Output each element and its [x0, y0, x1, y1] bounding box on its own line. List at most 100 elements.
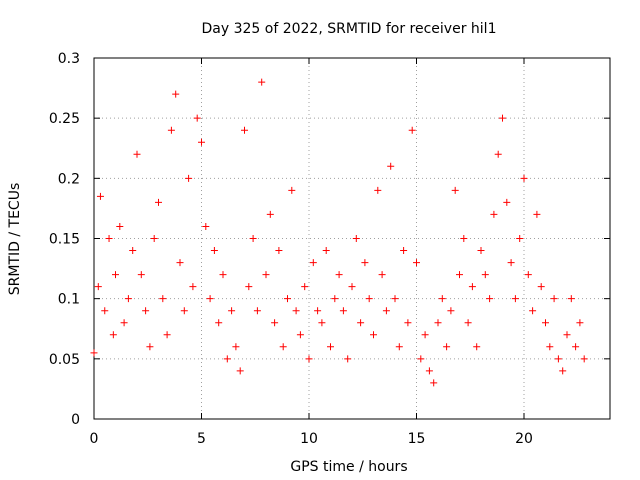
data-point [249, 235, 257, 242]
data-point [101, 307, 109, 315]
data-point [163, 331, 171, 339]
data-point [387, 162, 395, 170]
data-point [481, 271, 489, 279]
data-points [90, 78, 588, 387]
data-point [322, 247, 330, 255]
x-tick-label: 10 [300, 431, 318, 447]
data-point [288, 186, 296, 194]
y-tick-label: 0.25 [49, 111, 80, 127]
data-point [279, 343, 287, 351]
data-point [275, 247, 283, 255]
data-point [258, 78, 266, 86]
data-point [365, 295, 373, 303]
x-tick-label: 20 [515, 431, 533, 447]
data-point [180, 307, 188, 315]
y-tick-label: 0.15 [49, 232, 80, 248]
data-point [400, 247, 408, 255]
data-point [580, 355, 588, 363]
data-point [112, 271, 119, 279]
data-point [219, 271, 227, 279]
data-point [520, 174, 528, 182]
data-point [206, 295, 214, 303]
y-tick-label: 0.3 [58, 51, 80, 67]
y-tick-label: 0.2 [58, 171, 80, 187]
data-point [296, 331, 304, 339]
data-point [314, 307, 322, 315]
data-point [271, 319, 279, 327]
data-point [417, 355, 425, 363]
data-point [155, 198, 162, 206]
data-point [511, 295, 519, 303]
data-point [456, 271, 463, 279]
data-point [391, 295, 399, 303]
data-point [537, 283, 545, 291]
data-point [185, 174, 193, 182]
data-point [550, 295, 558, 303]
data-point [395, 343, 403, 351]
data-point [572, 343, 580, 351]
data-point [524, 271, 532, 279]
data-point [533, 210, 541, 218]
data-point [198, 138, 205, 146]
data-point [348, 283, 356, 291]
data-point [305, 355, 313, 363]
data-point [425, 367, 433, 375]
data-point [413, 259, 420, 267]
data-point [473, 343, 481, 351]
data-point [142, 307, 150, 315]
chart-title: Day 325 of 2022, SRMTID for receiver hil… [202, 21, 497, 37]
data-point [331, 295, 339, 303]
data-point [447, 307, 455, 315]
data-point [228, 307, 236, 315]
grid-lines [94, 58, 610, 419]
data-point [404, 319, 412, 327]
data-point [232, 343, 240, 351]
data-point [374, 186, 382, 194]
data-point [210, 247, 218, 255]
data-point [408, 126, 416, 134]
data-point [284, 295, 291, 303]
data-point [503, 198, 511, 206]
data-point [133, 150, 141, 158]
y-axis-title: SRMTID / TECUs [7, 183, 23, 296]
data-point [563, 331, 571, 339]
data-point [507, 259, 515, 267]
data-point [339, 307, 347, 315]
data-point [159, 295, 167, 303]
data-point [241, 126, 248, 134]
data-point [129, 247, 137, 255]
data-point [361, 259, 369, 267]
data-point [477, 247, 485, 255]
data-point [529, 307, 537, 315]
y-tick-label: 0 [71, 412, 80, 428]
data-point [443, 343, 451, 351]
data-point [434, 319, 442, 327]
data-point [215, 319, 223, 327]
data-point [554, 355, 562, 363]
data-point [335, 271, 343, 279]
data-point [96, 192, 104, 200]
data-point [430, 379, 438, 387]
x-axis-title: GPS time / hours [290, 459, 407, 475]
data-point [378, 271, 386, 279]
data-point [460, 235, 468, 242]
data-point [116, 222, 124, 230]
data-point [370, 331, 377, 339]
data-point [559, 367, 567, 375]
data-point [576, 319, 584, 327]
data-point [262, 271, 270, 279]
data-point [486, 295, 494, 303]
data-point [146, 343, 154, 351]
x-tick-label: 15 [408, 431, 426, 447]
y-tick-label: 0.1 [58, 292, 80, 308]
data-point [499, 114, 506, 122]
data-point [451, 186, 459, 194]
data-point [189, 283, 197, 291]
y-tick-label: 0.05 [49, 352, 80, 368]
data-point [542, 319, 549, 327]
data-point [292, 307, 300, 315]
y-axis: 0 0.05 0.1 0.15 0.2 0.25 0.3 [49, 51, 610, 428]
data-point [382, 307, 390, 315]
x-axis: 0 5 10 15 20 [90, 58, 533, 447]
